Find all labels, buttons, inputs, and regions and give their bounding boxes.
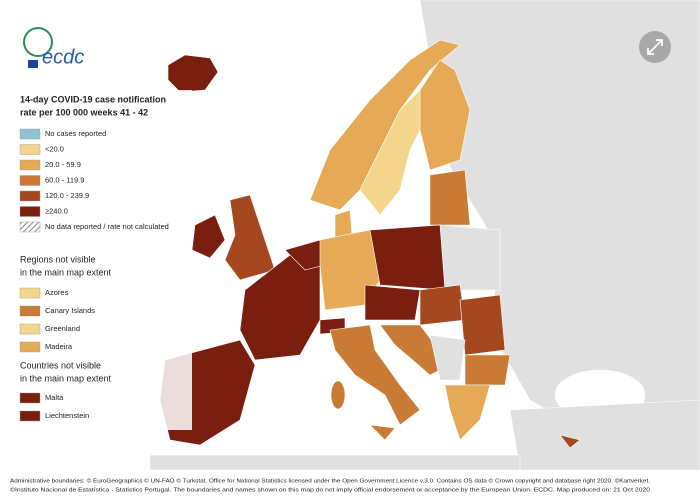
legend-heading: Countries not visible <box>20 360 101 370</box>
legend-item-swatch <box>19 206 41 217</box>
legend-heading: rate per 100 000 weeks 41 - 42 <box>20 107 148 117</box>
logo-text: ecdc <box>42 46 84 68</box>
legend-item-swatch <box>19 159 41 171</box>
uk <box>224 194 276 281</box>
legend-heading: in the main map extent <box>20 267 112 277</box>
legend-item-label: ≥240.0 <box>45 206 68 215</box>
region-item-swatch <box>19 305 41 317</box>
legend-item-label: No cases reported <box>45 129 106 138</box>
legend-item-label: 120.0 - 239.9 <box>45 191 89 200</box>
expand-button[interactable] <box>639 31 671 63</box>
iceland <box>167 54 219 93</box>
region-item-swatch <box>19 323 41 335</box>
legend-item-swatch <box>19 128 41 140</box>
legend-heading: in the main map extent <box>20 373 112 383</box>
logo: ecdc <box>23 27 84 68</box>
czechia-austria <box>364 284 421 321</box>
region-item-label: Azores <box>45 288 69 297</box>
map-land <box>149 0 700 471</box>
legend-item-label: No data reported / rate not calculated <box>45 222 169 231</box>
region-item-swatch <box>19 341 41 353</box>
italy <box>329 324 421 426</box>
legend-item-swatch <box>19 144 41 155</box>
sicily <box>369 424 396 441</box>
legend-heading: Regions not visible <box>20 254 96 264</box>
poland <box>369 224 446 291</box>
legend-item-swatch <box>19 221 41 233</box>
legend-item-label: 20.0 - 59.9 <box>45 160 81 169</box>
footer-text: Administrative boundaries: © EuroGeograp… <box>10 477 650 484</box>
legend-item-label: <20.0 <box>45 144 64 153</box>
logo-globe <box>23 27 53 57</box>
region-item-swatch <box>19 287 41 299</box>
region-item-label: Madeira <box>45 342 73 351</box>
legend-item-swatch <box>19 175 41 186</box>
legend-heading: 14-day COVID-19 case notification <box>20 94 166 104</box>
eu-flag <box>28 60 38 68</box>
western-balkans <box>429 334 466 381</box>
ireland <box>191 214 226 259</box>
hungary-slovakia <box>419 284 466 326</box>
legend-item-swatch <box>19 190 41 202</box>
turkey <box>509 399 700 471</box>
sardinia <box>330 380 346 410</box>
region-item-label: Canary Islands <box>45 306 95 315</box>
country-item-swatch <box>19 410 41 422</box>
country-item-swatch <box>19 392 41 404</box>
bulgaria <box>464 354 511 386</box>
legend-item-label: 60.0 - 119.9 <box>45 175 84 184</box>
africa <box>149 454 521 471</box>
country-item-label: Malta <box>45 393 64 402</box>
baltics <box>429 169 471 226</box>
country-item-label: Liechtenstein <box>45 411 89 420</box>
finland <box>419 59 471 171</box>
cyprus <box>559 434 581 449</box>
belarus <box>439 224 501 291</box>
footer-text: ©Instituto Nacional de Estatística - Sta… <box>10 486 650 493</box>
romania <box>459 294 506 356</box>
legend-panel <box>12 90 192 430</box>
norway <box>309 39 461 211</box>
expand-icon[interactable] <box>647 39 663 55</box>
region-item-label: Greenland <box>45 324 80 333</box>
greece <box>444 384 491 441</box>
